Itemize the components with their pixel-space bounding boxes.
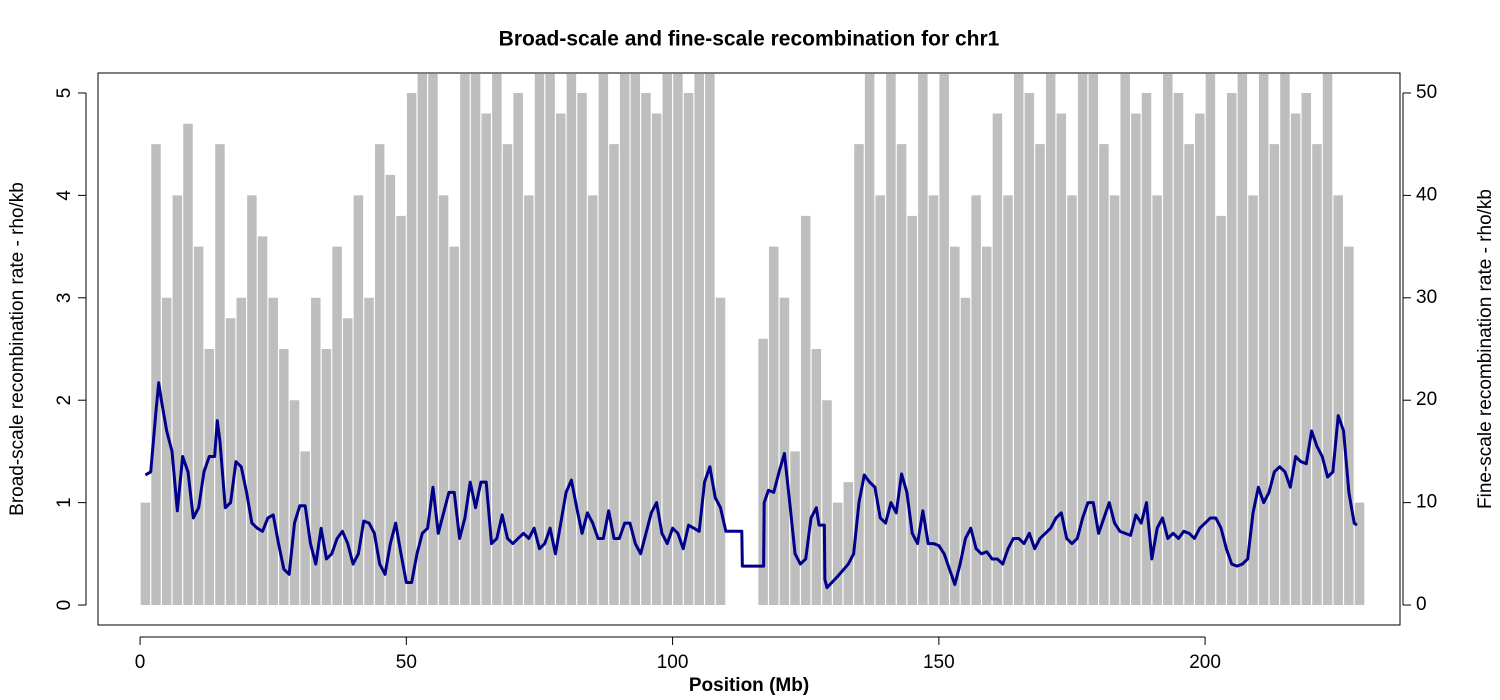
y2-axis-title: Fine-scale recombination rate - rho/kb xyxy=(1475,189,1496,509)
plot-area xyxy=(140,74,1365,606)
y-tick-label: 1 xyxy=(54,497,75,508)
chart-title: Broad-scale and fine-scale recombination… xyxy=(499,28,1000,51)
x-tick-label: 200 xyxy=(1189,652,1221,673)
y2-tick-label: 50 xyxy=(1416,82,1437,103)
y2-tick-label: 40 xyxy=(1416,184,1437,205)
x-tick-label: 50 xyxy=(396,652,417,673)
plot-frame xyxy=(97,72,1401,626)
x-tick-label: 100 xyxy=(657,652,689,673)
y-tick-label: 2 xyxy=(54,395,75,406)
y2-tick-label: 20 xyxy=(1416,389,1437,410)
y2-tick-label: 30 xyxy=(1416,287,1437,308)
y-tick-label: 0 xyxy=(54,600,75,611)
y-tick-label: 4 xyxy=(54,190,75,201)
x-tick-label: 0 xyxy=(135,652,146,673)
y2-tick-label: 0 xyxy=(1416,594,1427,615)
y-tick-label: 5 xyxy=(54,88,75,99)
y-axis-title: Broad-scale recombination rate - rho/kb xyxy=(7,182,28,516)
broad-scale-line xyxy=(144,381,1358,590)
y-tick-label: 3 xyxy=(54,293,75,304)
x-tick-label: 150 xyxy=(923,652,955,673)
y2-tick-label: 10 xyxy=(1416,492,1437,513)
x-axis-title: Position (Mb) xyxy=(689,675,809,696)
